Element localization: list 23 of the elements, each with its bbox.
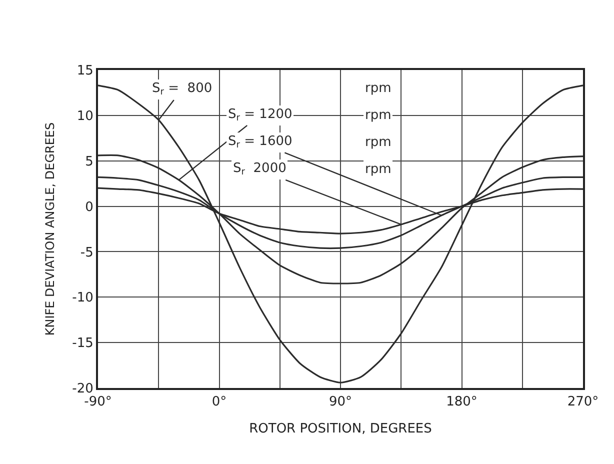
annotation: rpm <box>365 81 392 96</box>
y-tick-label: -20 <box>72 382 94 397</box>
y-tick-label: -15 <box>72 336 94 352</box>
text: S$_{r}$ = 1200 <box>228 107 292 124</box>
text: S$_{r}$ 2000 <box>233 161 286 178</box>
annotation: rpm <box>365 135 392 150</box>
y-tick-label: -10 <box>72 290 94 306</box>
annotation: rpm <box>365 108 392 123</box>
y-tick-label: 0 <box>85 200 94 215</box>
x-tick-label: 180° <box>446 394 478 410</box>
y-axis-title: KNIFE DEVIATION ANGLE, DEGREES <box>42 122 57 336</box>
y-tick-label: 5 <box>85 154 94 170</box>
x-tick-label: 270° <box>567 394 599 410</box>
x-tick-label: -90° <box>84 394 112 410</box>
x-tick-label: 0° <box>212 394 227 410</box>
y-tick-label: 15 <box>76 64 94 79</box>
x-axis-title: ROTOR POSITION, DEGREES <box>249 422 432 437</box>
annotation: rpm <box>365 162 392 177</box>
series-label: S$_{r}$ = 800 <box>152 81 212 98</box>
x-tick-label: 90° <box>328 394 352 410</box>
text: S$_{r}$ = 1600 <box>228 134 292 151</box>
y-tick-label: 10 <box>76 108 94 124</box>
y-tick-label: -5 <box>80 245 94 260</box>
